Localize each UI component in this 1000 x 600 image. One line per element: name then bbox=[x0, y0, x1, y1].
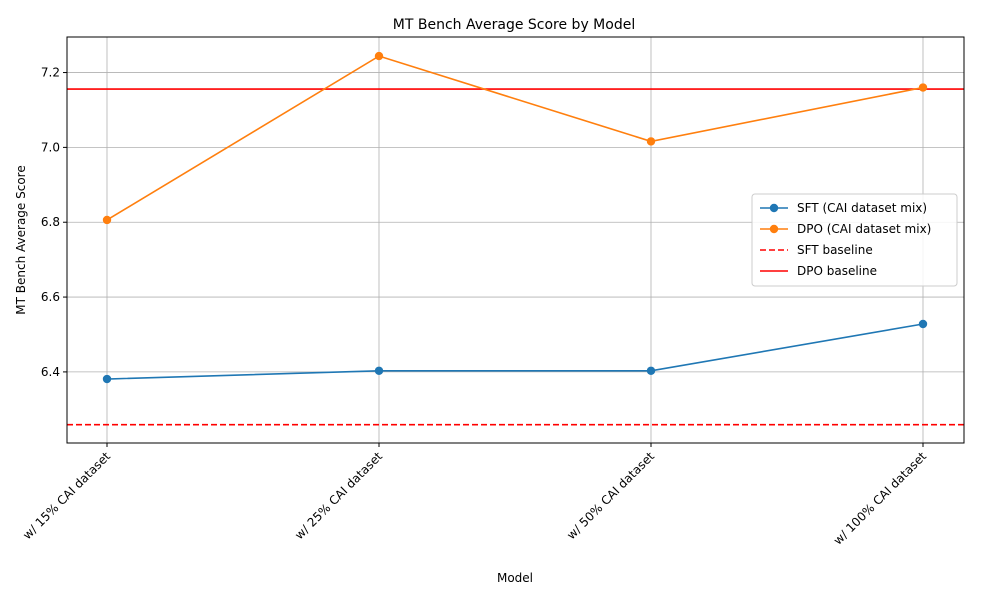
legend-label: SFT (CAI dataset mix) bbox=[797, 201, 927, 215]
legend-label: DPO (CAI dataset mix) bbox=[797, 222, 931, 236]
series bbox=[102, 51, 928, 384]
x-axis-label: Model bbox=[497, 571, 533, 585]
plot-frame bbox=[66, 36, 965, 444]
series-0-point bbox=[918, 319, 928, 329]
series-line-1 bbox=[106, 55, 924, 221]
x-tick-label: w/ 100% CAI dataset bbox=[831, 449, 930, 548]
y-axis-label: MT Bench Average Score bbox=[14, 165, 28, 314]
series-0-point bbox=[102, 374, 112, 384]
series-1-point bbox=[646, 137, 656, 146]
x-axis-ticks: w/ 15% CAI dataset w/ 25% CAI dataset w/ 5… bbox=[20, 443, 929, 548]
x-tick-label: w/ 50% CAI dataset bbox=[564, 449, 657, 542]
y-tick-label: 7.0 bbox=[41, 140, 60, 154]
grid bbox=[67, 37, 964, 443]
x-tick-label: w/ 25% CAI dataset bbox=[292, 449, 385, 542]
legend: SFT (CAI dataset mix) DPO (CAI dataset mi… bbox=[751, 193, 958, 287]
y-tick-label: 6.6 bbox=[41, 290, 60, 304]
series-1-point bbox=[918, 83, 928, 92]
series-1-point bbox=[102, 215, 112, 225]
baselines bbox=[67, 88, 964, 426]
legend-label: SFT baseline bbox=[797, 243, 873, 257]
y-tick-label: 6.8 bbox=[41, 215, 60, 229]
legend-label: DPO baseline bbox=[797, 264, 877, 278]
y-axis-ticks: 6.4 6.6 6.8 7.0 7.2 bbox=[41, 66, 67, 379]
legend-marker bbox=[769, 224, 779, 234]
series-0-point bbox=[374, 366, 384, 375]
x-tick-label: w/ 15% CAI dataset bbox=[20, 449, 113, 542]
y-tick-label: 7.2 bbox=[41, 66, 60, 80]
legend-box bbox=[751, 193, 958, 287]
y-tick-label: 6.4 bbox=[41, 365, 60, 379]
chart-title: MT Bench Average Score by Model bbox=[393, 17, 635, 33]
series-1-point bbox=[374, 51, 384, 61]
series-0-point bbox=[646, 366, 656, 375]
series-line-0 bbox=[106, 323, 924, 380]
legend-marker bbox=[769, 203, 779, 213]
